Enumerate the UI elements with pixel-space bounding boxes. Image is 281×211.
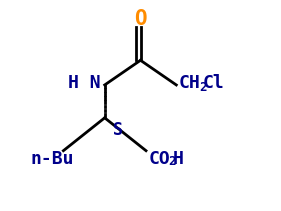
- Text: n-Bu: n-Bu: [31, 150, 74, 168]
- Text: S: S: [114, 121, 123, 139]
- Text: CH: CH: [179, 74, 201, 92]
- Text: H N: H N: [68, 74, 100, 92]
- Text: CO: CO: [149, 150, 171, 168]
- Text: 2: 2: [199, 81, 206, 93]
- Text: 2: 2: [169, 156, 176, 169]
- Text: O: O: [134, 9, 147, 29]
- Text: H: H: [173, 150, 183, 168]
- Text: Cl: Cl: [203, 74, 225, 92]
